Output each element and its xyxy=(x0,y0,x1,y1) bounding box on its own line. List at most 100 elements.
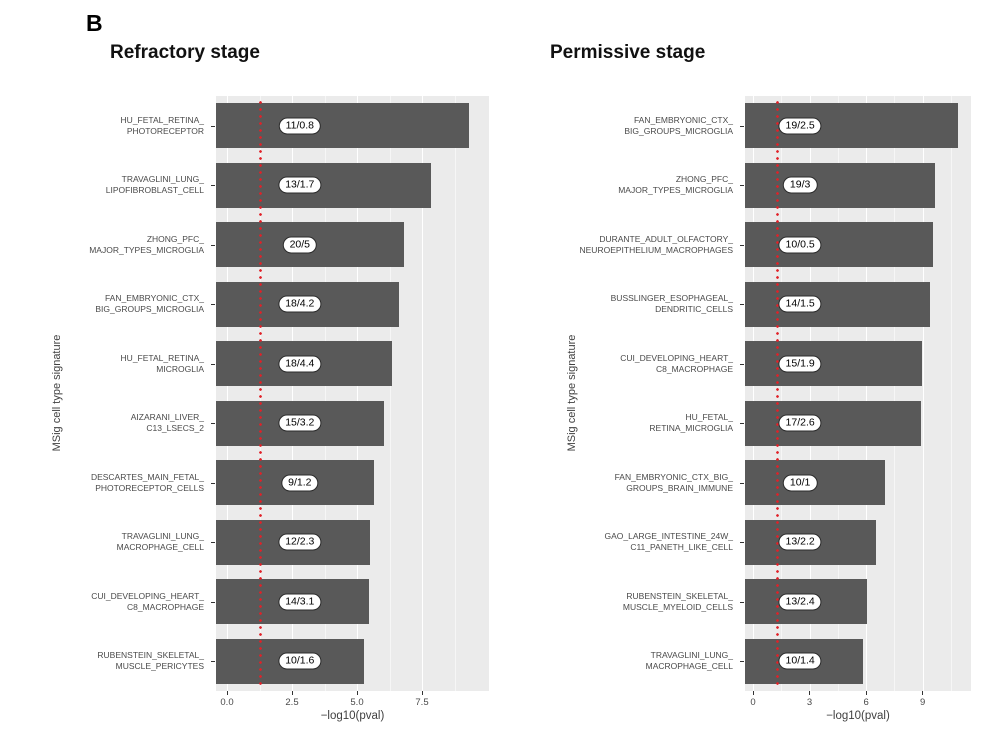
y-tick-label-line2: MAJOR_TYPES_MICROGLIA xyxy=(89,244,204,255)
y-tick-label-line2: PHOTORECEPTOR xyxy=(126,125,204,136)
bar xyxy=(216,103,469,149)
y-tick-label: TRAVAGLINI_LUNG_ MACROPHAGE_CELL xyxy=(4,531,204,553)
y-tick-label-line2: C11_PANETH_LIKE_CELL xyxy=(630,542,733,553)
bar-annotation-pill: 10/1.6 xyxy=(278,652,322,670)
y-tick-label: HU_FETAL_RETINA_ PHOTORECEPTOR xyxy=(4,115,204,137)
y-tick-label-line1: DURANTE_ADULT_OLFACTORY_ xyxy=(599,233,733,244)
x-tick-label: 6 xyxy=(863,697,869,708)
y-tick-label-line2: MUSCLE_MYELOID_CELLS xyxy=(622,601,733,612)
y-tick-label-line2: LIPOFIBROBLAST_CELL xyxy=(105,185,204,196)
y-tick-mark xyxy=(740,304,744,306)
x-axis-title: −log10(pval) xyxy=(320,710,385,722)
y-tick-label-line2: DENDRITIC_CELLS xyxy=(655,304,733,315)
y-tick-label-line2: C8_MACROPHAGE xyxy=(656,363,733,374)
major-gridline xyxy=(357,96,358,691)
bar-annotation-pill: 11/0.8 xyxy=(278,117,322,135)
bar-annotation-pill: 19/2.5 xyxy=(778,117,822,135)
y-tick-label: FAN_EMBRYONIC_CTX_ BIG_GROUPS_MICROGLIA xyxy=(4,293,204,315)
y-tick-label-line2: RETINA_MICROGLIA xyxy=(649,423,733,434)
y-tick-mark xyxy=(211,482,215,484)
y-tick-label-line1: FAN_EMBRYONIC_CTX_ xyxy=(104,293,204,304)
y-tick-label-line2: MACROPHAGE_CELL xyxy=(645,661,733,672)
y-tick-label-line1: CUI_DEVELOPING_HEART_ xyxy=(620,352,733,363)
plot-panel: 11/0.8 13/1.7 20/5 18/4.2 18/4.4 15/3.2 9/1.2 1… xyxy=(216,96,489,691)
y-tick-label-line2: PHOTORECEPTOR_CELLS xyxy=(95,482,204,493)
y-tick-label: BUSSLINGER_ESOPHAGEAL_ DENDRITIC_CELLS xyxy=(533,293,733,315)
y-tick-mark xyxy=(740,125,744,127)
bar-annotation-pill: 15/3.2 xyxy=(278,414,322,432)
minor-gridline xyxy=(894,96,896,691)
y-axis-title: MSig cell type signature xyxy=(566,334,578,451)
y-tick-label: RUBENSTEIN_SKELETAL_ MUSCLE_MYELOID_CELL… xyxy=(533,591,733,613)
y-tick-label: TRAVAGLINI_LUNG_ LIPOFIBROBLAST_CELL xyxy=(4,174,204,196)
y-tick-label-line2: C13_LSECS_2 xyxy=(146,423,204,434)
bar xyxy=(745,281,931,327)
x-tick-mark xyxy=(226,691,228,695)
major-gridline xyxy=(227,96,228,691)
minor-gridline xyxy=(837,96,839,691)
y-tick-label: FAN_EMBRYONIC_CTX_ BIG_GROUPS_MICROGLIA xyxy=(533,115,733,137)
bar-annotation-pill: 9/1.2 xyxy=(281,474,319,492)
bar xyxy=(745,222,934,268)
y-tick-label: ZHONG_PFC_ MAJOR_TYPES_MICROGLIA xyxy=(533,174,733,196)
y-tick-mark xyxy=(211,185,215,187)
bar-annotation-pill: 17/2.6 xyxy=(778,414,822,432)
y-tick-label-line1: RUBENSTEIN_SKELETAL_ xyxy=(97,650,204,661)
bar-annotation-pill: 10/1 xyxy=(782,474,818,492)
y-tick-mark xyxy=(211,304,215,306)
y-tick-mark xyxy=(211,423,215,425)
bar xyxy=(216,162,432,208)
y-tick-mark xyxy=(211,244,215,246)
bar-annotation-pill: 14/3.1 xyxy=(278,593,322,611)
y-tick-mark xyxy=(211,125,215,127)
major-gridline xyxy=(866,96,868,691)
y-tick-label-line1: ZHONG_PFC_ xyxy=(675,174,733,185)
y-tick-label-line1: HU_FETAL_ xyxy=(685,412,733,423)
minor-gridline xyxy=(950,96,952,691)
y-tick-label: DURANTE_ADULT_OLFACTORY_ NEUROEPITHELIUM… xyxy=(533,233,734,256)
x-tick-mark xyxy=(865,691,867,695)
y-tick-label-line2: GROUPS_BRAIN_IMMUNE xyxy=(626,482,733,493)
y-tick-label-line1: HU_FETAL_RETINA_ xyxy=(120,352,204,363)
y-tick-label-line1: FAN_EMBRYONIC_CTX_BIG_ xyxy=(614,471,733,482)
y-tick-label-line1: DESCARTES_MAIN_FETAL_ xyxy=(90,471,204,482)
y-tick-label-line1: HU_FETAL_RETINA_ xyxy=(120,114,204,125)
x-tick-label: 3 xyxy=(806,697,813,708)
bar-annotation-pill: 10/0.5 xyxy=(778,236,822,254)
bar-annotation-pill: 10/1.4 xyxy=(778,652,822,670)
bar xyxy=(745,400,921,446)
y-tick-label-line1: FAN_EMBRYONIC_CTX_ xyxy=(633,114,733,125)
bar-annotation-pill: 19/3 xyxy=(782,176,818,194)
x-tick-label: 2.5 xyxy=(285,697,299,708)
bar-annotation-pill: 20/5 xyxy=(282,236,318,254)
major-gridline xyxy=(922,96,924,691)
y-tick-label-line2: MICROGLIA xyxy=(156,363,204,374)
y-tick-mark xyxy=(211,542,215,544)
y-tick-label-line2: NEUROEPITHELIUM_MACROPHAGES xyxy=(579,244,734,255)
minor-gridline xyxy=(389,96,391,691)
x-tick-mark xyxy=(291,691,293,695)
y-tick-label: CUI_DEVELOPING_HEART_ C8_MACROPHAGE xyxy=(4,591,204,613)
x-tick-label: 0.0 xyxy=(220,697,234,708)
chart-title: Refractory stage xyxy=(110,42,260,63)
y-tick-label: DESCARTES_MAIN_FETAL_ PHOTORECEPTOR_CELL… xyxy=(4,472,204,494)
x-tick-mark xyxy=(752,691,754,695)
bar-annotation-pill: 15/1.9 xyxy=(778,355,822,373)
y-tick-label-line1: RUBENSTEIN_SKELETAL_ xyxy=(626,590,733,601)
y-tick-mark xyxy=(740,661,744,663)
y-tick-mark xyxy=(740,482,744,484)
bar-annotation-pill: 18/4.2 xyxy=(278,295,322,313)
y-tick-label-line1: BUSSLINGER_ESOPHAGEAL_ xyxy=(610,293,733,304)
y-tick-label: AIZARANI_LIVER_ C13_LSECS_2 xyxy=(4,412,204,434)
y-tick-mark xyxy=(211,601,215,603)
y-tick-mark xyxy=(740,363,744,365)
y-tick-label: FAN_EMBRYONIC_CTX_BIG_ GROUPS_BRAIN_IMMU… xyxy=(533,472,733,494)
y-tick-label-line1: CUI_DEVELOPING_HEART_ xyxy=(91,590,204,601)
y-tick-label-line2: MAJOR_TYPES_MICROGLIA xyxy=(618,185,733,196)
y-tick-mark xyxy=(211,363,215,365)
y-tick-label-line2: MUSCLE_PERICYTES xyxy=(115,661,204,672)
threshold-line xyxy=(776,99,779,688)
y-tick-label-line1: GAO_LARGE_INTESTINE_24W_ xyxy=(604,531,734,542)
x-tick-mark xyxy=(421,691,423,695)
y-tick-label: TRAVAGLINI_LUNG_ MACROPHAGE_CELL xyxy=(533,650,733,672)
